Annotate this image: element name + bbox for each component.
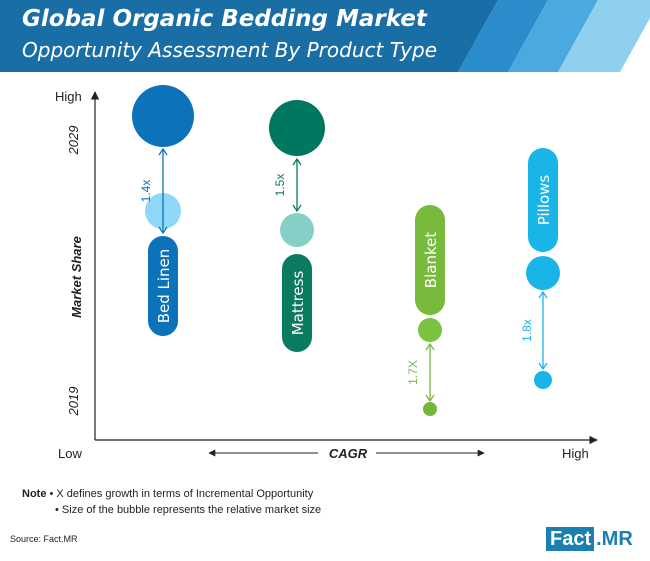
- x-axis-high-label: High: [562, 446, 589, 461]
- chart-title: Global Organic Bedding Market: [22, 6, 427, 32]
- x-axis-low-label: Low: [58, 446, 82, 461]
- series-label-pill-mattress: [282, 254, 312, 352]
- growth-arrow-head-top-bed-linen: [158, 147, 168, 156]
- series-bed-linen: Bed Linen 1.4x: [132, 85, 194, 336]
- header-band-4: [558, 0, 650, 72]
- source-text: Source: Fact.MR: [10, 534, 78, 544]
- growth-label-pillows: 1.8x: [520, 319, 534, 342]
- growth-label-blanket: 1.7X: [406, 360, 420, 385]
- series-label-mattress: Mattress: [289, 271, 307, 336]
- series-label-pill-pillows: [528, 148, 558, 252]
- series-label-bed-linen: Bed Linen: [155, 249, 173, 324]
- header-band-3: [508, 0, 598, 72]
- y-axis-year-top: 2029: [66, 126, 81, 156]
- growth-label-bed-linen: 1.4x: [139, 180, 153, 203]
- notes-block: Note • X defines growth in terms of Incr…: [22, 486, 321, 518]
- bubble-2019-mattress: [280, 213, 314, 247]
- x-axis-title: CAGR: [329, 446, 368, 461]
- header-band-main: [0, 0, 498, 72]
- bubble-2029-mattress: [269, 100, 325, 156]
- bubble-2029-pillows: [526, 256, 560, 290]
- bubble-2029-blanket: [418, 318, 442, 342]
- bubble-chart: High 2029 2019 Market Share Low High CAGR Bed …: [55, 85, 598, 461]
- series-label-blanket: Blanket: [422, 232, 440, 289]
- note-line-2: • Size of the bubble represents the rela…: [55, 504, 322, 516]
- series-label-pill-bed-linen: [148, 236, 178, 336]
- logo-part-1: Fact: [546, 527, 595, 551]
- growth-arrow-head-bottom-mattress: [292, 204, 302, 213]
- growth-arrow-head-bottom-pillows: [538, 362, 548, 371]
- bubble-2019-pillows: [534, 371, 552, 389]
- y-axis-year-bottom: 2019: [66, 387, 81, 417]
- factmr-logo: Fact .MR: [546, 527, 635, 551]
- growth-arrow-head-bottom-blanket: [425, 394, 435, 403]
- growth-arrow-head-top-blanket: [425, 342, 435, 351]
- series-pillows: Pillows 1.8x: [520, 148, 560, 389]
- growth-label-mattress: 1.5x: [273, 174, 287, 197]
- note-label: Note: [22, 488, 47, 500]
- series-mattress: Mattress 1.5x: [269, 100, 325, 352]
- series-label-pill-blanket: [415, 205, 445, 315]
- y-axis-high-label: High: [55, 89, 82, 104]
- header-banner: Global Organic Bedding Market Opportunit…: [0, 0, 650, 72]
- series-label-pillows: Pillows: [535, 175, 553, 226]
- chart-marks: Bed Linen 1.4x Mattress 1.5x Blanket 1.7X Pill…: [132, 85, 560, 416]
- series-blanket: Blanket 1.7X: [406, 205, 445, 416]
- logo-part-2: .MR: [596, 528, 633, 550]
- growth-arrow-head-top-mattress: [292, 157, 302, 166]
- bubble-2019-blanket: [423, 402, 437, 416]
- bubble-2029-bed-linen: [132, 85, 194, 147]
- y-axis-title: Market Share: [69, 236, 84, 318]
- header-background: [0, 0, 650, 72]
- header-band-2: [458, 0, 548, 72]
- growth-arrow-head-top-pillows: [538, 290, 548, 299]
- axes: High 2029 2019 Market Share Low High CAGR: [55, 89, 598, 461]
- chart-subtitle: Opportunity Assessment By Product Type: [22, 38, 438, 62]
- growth-arrow-head-bottom-bed-linen: [158, 226, 168, 235]
- note-line-1: • X defines growth in terms of Increment…: [46, 488, 314, 500]
